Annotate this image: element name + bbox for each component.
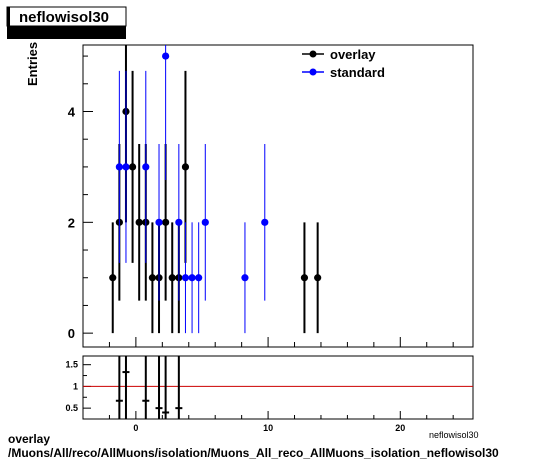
main-axis-ticks: 0 2 4 [68, 55, 454, 347]
y-tick-label: 0 [68, 326, 75, 341]
overlay-point [300, 274, 309, 282]
ratio-data-marks [83, 356, 473, 419]
standard-point [201, 218, 209, 226]
overlay-point [148, 274, 157, 282]
y-tick-label: 4 [68, 104, 76, 119]
ratio-y-tick-label: 1.5 [65, 360, 78, 370]
ratio-x-tick-label: 20 [395, 423, 405, 433]
standard-point [241, 274, 249, 282]
overlay-point [109, 274, 117, 282]
legend-overlay-marker [309, 50, 317, 58]
legend-standard-marker [309, 68, 317, 76]
standard-point [122, 163, 130, 171]
main-data-marks [109, 45, 322, 334]
ratio-axis-ticks: 0.5 1 1.5 0 10 20 [65, 360, 454, 433]
ratio-plot-frame [82, 355, 474, 420]
legend: overlay standard [302, 47, 385, 80]
y-tick-label: 2 [68, 215, 75, 230]
standard-point [261, 218, 269, 226]
standard-point [115, 163, 123, 171]
ratio-x-tick-label: 0 [133, 423, 138, 433]
overlay-point [314, 274, 322, 282]
standard-point [155, 218, 163, 226]
standard-point [195, 274, 203, 282]
standard-point [181, 274, 190, 282]
overlay-point [162, 218, 170, 226]
footer-path-label: /Muons/All/reco/AllMuons/isolation/Muons… [8, 446, 499, 460]
legend-standard-label: standard [330, 65, 385, 80]
ratio-y-tick-label: 1 [73, 381, 78, 391]
legend-overlay-label: overlay [330, 47, 376, 62]
chart-title: neflowisol30 [19, 9, 109, 26]
standard-point [175, 218, 183, 226]
y-axis-label: Entries [25, 42, 40, 86]
overlay-point [135, 218, 143, 226]
title-box: neflowisol30 [6, 6, 127, 39]
overlay-point [168, 274, 176, 282]
standard-point [162, 52, 170, 60]
overlay-point [181, 163, 190, 171]
main-plot-frame [82, 44, 474, 348]
x-axis-label-partial: neflowisol30 [429, 430, 479, 440]
standard-point [188, 274, 196, 282]
ratio-x-tick-label: 10 [263, 423, 273, 433]
footer-overlay-label: overlay [8, 432, 51, 446]
standard-point [142, 163, 150, 171]
ratio-y-tick-label: 0.5 [65, 403, 78, 413]
overlay-point [128, 163, 137, 171]
